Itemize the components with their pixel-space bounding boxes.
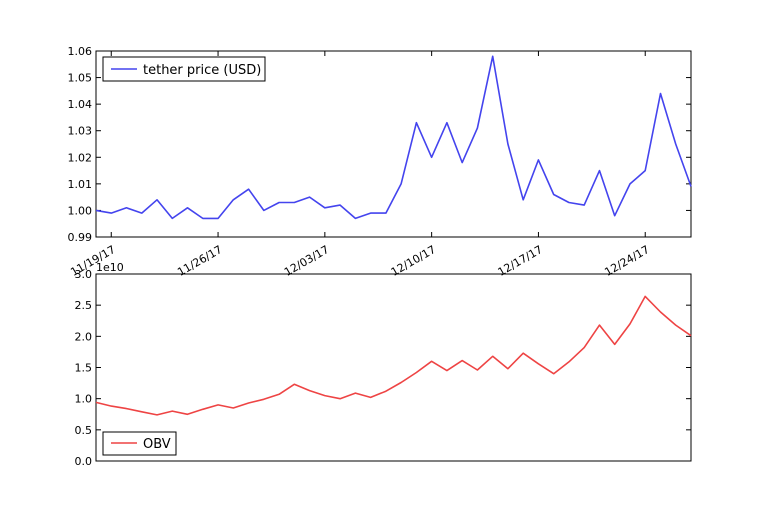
price-series	[95, 55, 692, 220]
price-xtick-label: 11/26/17	[175, 243, 224, 279]
price-panel: 0.991.001.011.021.031.041.051.06 11/19/1…	[68, 45, 692, 279]
obv-plot-frame	[95, 273, 692, 462]
price-ytick-label: 1.06	[68, 45, 93, 58]
obv-ytick-label: 0.5	[75, 424, 93, 437]
price-ytick-label: 1.00	[68, 204, 93, 217]
obv-ytick-label: 3.0	[75, 268, 93, 281]
price-x-axis: 11/19/17 11/26/17 12/03/17 12/10/17 12/17/17…	[68, 51, 652, 279]
price-ytick-label: 1.05	[68, 72, 93, 85]
obv-panel: 1e10 0.0 0.5 1.0 1.5 2.0 2.5 3.0 OBV	[75, 261, 692, 468]
obv-series	[95, 295, 692, 416]
price-plot-frame	[95, 50, 692, 238]
price-xtick-label: 12/17/17	[496, 243, 545, 279]
price-y-axis: 0.99 1.00 1.01 1.02 1.03 1.04 1.05 1.06	[68, 45, 691, 244]
price-xtick-label: 12/10/17	[389, 243, 438, 279]
obv-y-axis: 0.0 0.5 1.0 1.5 2.0 2.5 3.0	[75, 268, 691, 468]
price-ytick-label: 1.03	[68, 125, 93, 138]
obv-legend-label: OBV	[143, 437, 171, 452]
price-series-line	[95, 55, 692, 220]
obv-legend: OBV	[102, 431, 177, 456]
obv-ytick-label: 1.5	[75, 362, 93, 375]
price-legend: tether price (USD)	[102, 56, 266, 82]
obv-legend-box	[102, 431, 177, 456]
price-ytick-label: 1.02	[68, 151, 93, 164]
price-xtick-label: 12/03/17	[282, 243, 331, 279]
obv-ytick-label: 2.0	[75, 330, 93, 343]
price-ytick-label: 1.01	[68, 178, 93, 191]
price-ytick-label: 0.99	[68, 231, 93, 244]
price-legend-label: tether price (USD)	[143, 63, 261, 78]
price-ytick-label: 1.04	[68, 98, 93, 111]
obv-series-line	[95, 295, 692, 416]
price-xtick-label: 12/24/17	[602, 243, 651, 279]
obv-offset-text: 1e10	[96, 261, 124, 274]
obv-ytick-label: 1.0	[75, 393, 93, 406]
obv-ytick-label: 2.5	[75, 299, 93, 312]
obv-ytick-label: 0.0	[75, 455, 93, 468]
